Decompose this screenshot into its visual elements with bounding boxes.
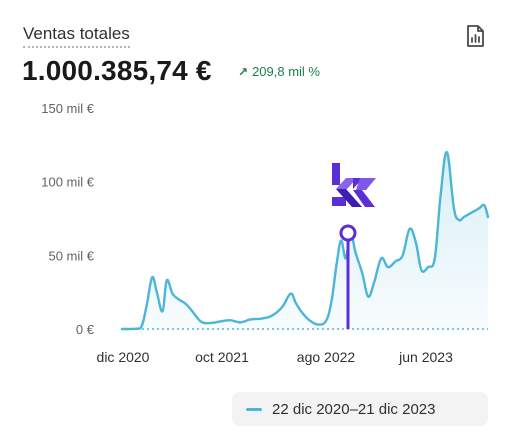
chart-legend[interactable]: 22 dic 2020–21 dic 2023 (232, 392, 488, 426)
annotation-marker-dot[interactable] (339, 224, 357, 242)
x-tick-label: jun 2023 (398, 349, 453, 365)
legend-swatch (246, 407, 262, 411)
legend-label: 22 dic 2020–21 dic 2023 (272, 400, 436, 418)
delta-badge: ↗ 209,8 mil % (238, 64, 320, 80)
marker-logo-icon (332, 163, 376, 207)
report-icon[interactable] (464, 24, 486, 48)
x-tick-label: oct 2021 (195, 349, 249, 365)
y-tick-label: 50 mil € (48, 248, 94, 263)
series-line (120, 150, 490, 331)
arrow-up-right-icon: ↗ (238, 65, 249, 79)
y-tick-label: 100 mil € (41, 175, 95, 190)
y-tick-label: 150 mil € (41, 101, 95, 116)
series-area (122, 152, 488, 329)
x-tick-label: ago 2022 (297, 349, 356, 365)
card-title[interactable]: Ventas totales (23, 24, 130, 48)
y-tick-label: 0 € (76, 322, 95, 337)
total-sales-value: 1.000.385,74 € (22, 55, 212, 86)
x-tick-label: dic 2020 (97, 349, 150, 365)
delta-value: 209,8 mil % (252, 64, 320, 79)
